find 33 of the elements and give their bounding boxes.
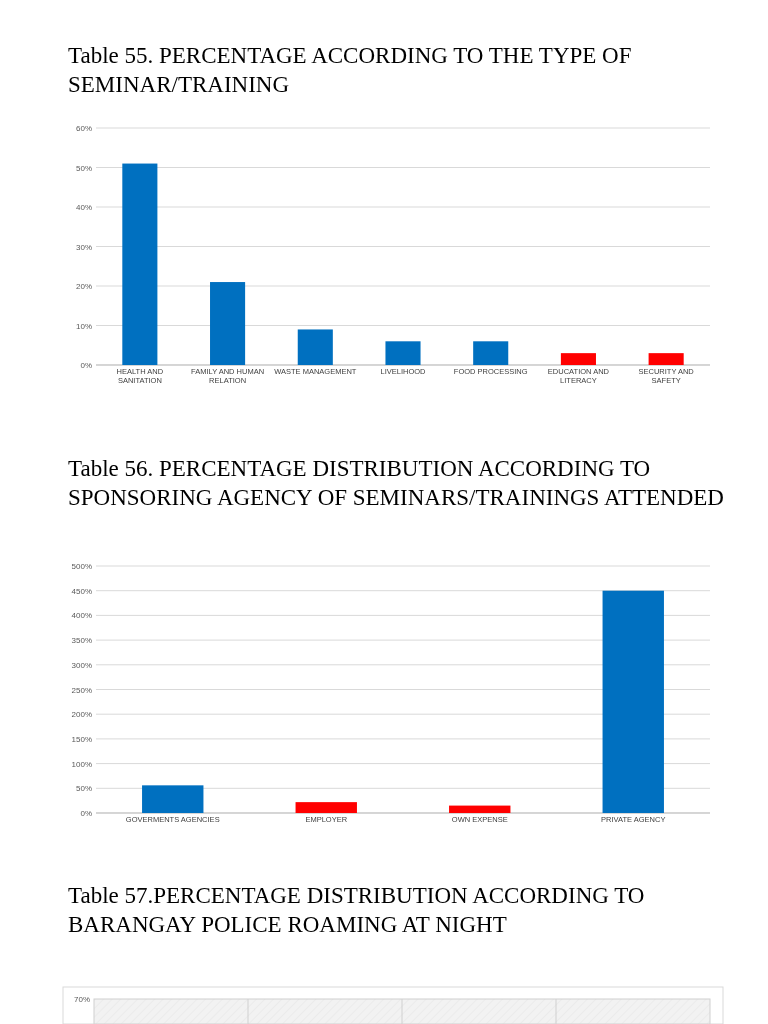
y-tick-label: 60%: [75, 124, 92, 133]
y-tick-label: 150%: [71, 734, 92, 744]
y-tick-label: 350%: [71, 636, 92, 646]
y-tick-label: 50%: [75, 784, 92, 794]
y-tick-label: 450%: [71, 586, 92, 596]
bar: [473, 341, 509, 365]
bar: [122, 163, 158, 365]
y-tick-label: 100%: [71, 759, 92, 769]
bar: [142, 785, 204, 813]
bar: [602, 590, 664, 813]
bar: [210, 282, 246, 365]
bar: [385, 341, 421, 365]
y-tick-label: 40%: [75, 203, 92, 212]
chart-title: Table 56. PERCENTAGE DISTRIBUTION ACCORDING TO SPONSORING AGENCY OF SEMINARS/TRAININGS ATTENDED: [68, 456, 724, 510]
y-tick-label: 20%: [75, 282, 92, 291]
y-tick-label: 0%: [80, 361, 92, 370]
y-tick-label: 0%: [80, 809, 92, 818]
chart-title: Table 55. PERCENTAGE ACCORDING TO THE TYPE OF SEMINAR/TRAINING: [68, 43, 632, 97]
bar: [295, 802, 357, 813]
y-tick-label: 400%: [71, 611, 92, 621]
y-tick-label: 30%: [75, 242, 92, 252]
text: 70%: [73, 995, 90, 1004]
bar: [648, 353, 684, 365]
y-tick-label: 500%: [71, 562, 92, 571]
bar: [297, 329, 333, 365]
y-tick-label: 300%: [71, 660, 92, 670]
bar: [560, 353, 596, 365]
y-tick-label: 200%: [71, 710, 92, 720]
y-tick-label: 250%: [71, 685, 92, 695]
text: Table 57.PERCENTAGE DISTRIBUTION ACCORDING TO BARANGAY POLICE ROAMING AT NIGHT: [68, 883, 645, 937]
y-tick-label: 10%: [75, 321, 92, 331]
bar: [449, 805, 511, 813]
y-tick-label: 50%: [75, 163, 92, 173]
